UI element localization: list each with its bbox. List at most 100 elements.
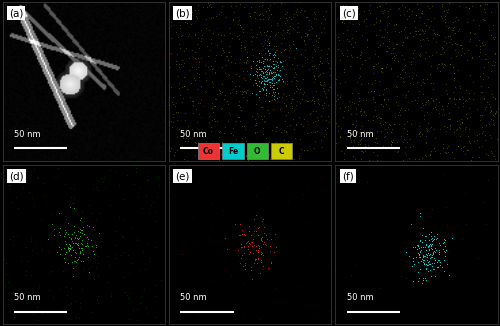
Point (172, 11, 180, 16)
Point (184, 124, 192, 129)
Point (404, 106, 412, 111)
Point (402, 249, 410, 255)
Point (416, 249, 424, 254)
Point (424, 4, 432, 9)
Point (488, 109, 496, 114)
Point (426, 262, 434, 267)
Point (336, 81, 344, 86)
Point (332, 121, 340, 126)
Point (258, 85, 266, 90)
Point (276, 40, 284, 45)
Text: Fe: Fe (228, 147, 238, 156)
Point (293, 29, 301, 35)
Point (347, 139, 355, 144)
Point (384, 13, 392, 19)
Point (242, 127, 250, 132)
Point (400, 121, 407, 126)
Point (252, 257, 260, 262)
Point (438, 52, 446, 57)
Point (406, 61, 414, 66)
Point (229, 86, 237, 91)
Point (246, 13, 254, 19)
Point (273, 125, 281, 130)
Point (187, 81, 195, 86)
Point (82, 242, 90, 247)
Point (48, 240, 56, 245)
Point (372, 78, 380, 83)
Point (120, 216, 128, 222)
Point (428, 255, 436, 260)
Point (456, 83, 464, 88)
Point (292, 71, 300, 77)
Point (316, 71, 324, 76)
Point (220, 32, 228, 37)
Point (64, 220, 72, 225)
Point (352, 17, 360, 22)
Point (276, 129, 284, 134)
Point (198, 32, 206, 37)
Point (314, 73, 322, 78)
Point (254, 225, 262, 230)
Point (84, 244, 92, 249)
Point (145, 211, 153, 216)
Point (251, 77, 259, 82)
Point (274, 64, 281, 69)
Point (318, 29, 326, 34)
Point (174, 35, 182, 40)
Point (320, 80, 328, 85)
Point (118, 274, 126, 280)
Point (218, 52, 226, 58)
Point (292, 123, 300, 128)
Point (254, 232, 262, 237)
Point (88, 211, 96, 216)
Point (376, 123, 384, 128)
Text: (d): (d) (9, 171, 24, 181)
Point (266, 69, 274, 75)
Point (347, 272, 355, 277)
Point (192, 139, 200, 144)
Point (79, 224, 87, 230)
Point (416, 214, 424, 219)
Point (418, 256, 426, 261)
Point (438, 44, 446, 50)
Point (271, 33, 279, 38)
Point (232, 0, 240, 5)
Point (208, 228, 216, 233)
Point (82, 243, 90, 248)
Point (363, 36, 371, 41)
Point (266, 76, 274, 82)
Point (214, 25, 222, 30)
Point (183, 158, 191, 163)
Point (462, 5, 470, 10)
Point (258, 234, 266, 239)
Point (387, 138, 395, 143)
Point (383, 29, 391, 34)
Point (64, 245, 72, 251)
Point (65, 246, 73, 251)
Point (238, 244, 246, 249)
Point (68, 231, 76, 237)
Text: Co: Co (203, 147, 214, 156)
Point (262, 76, 270, 81)
Point (427, 80, 435, 85)
Point (415, 31, 423, 37)
Point (293, 85, 301, 91)
Point (487, 69, 495, 74)
Point (479, 16, 487, 21)
Point (216, 107, 224, 112)
Point (315, 102, 323, 107)
Point (383, 49, 391, 54)
Point (257, 67, 265, 72)
Point (310, 64, 318, 69)
Point (264, 70, 272, 76)
Point (446, 123, 454, 128)
Point (379, 91, 387, 96)
Point (260, 63, 268, 68)
Point (488, 150, 496, 155)
Point (396, 107, 404, 112)
Point (134, 306, 141, 311)
Point (466, 72, 474, 78)
Point (266, 2, 274, 7)
Point (308, 64, 316, 69)
Point (252, 247, 260, 252)
